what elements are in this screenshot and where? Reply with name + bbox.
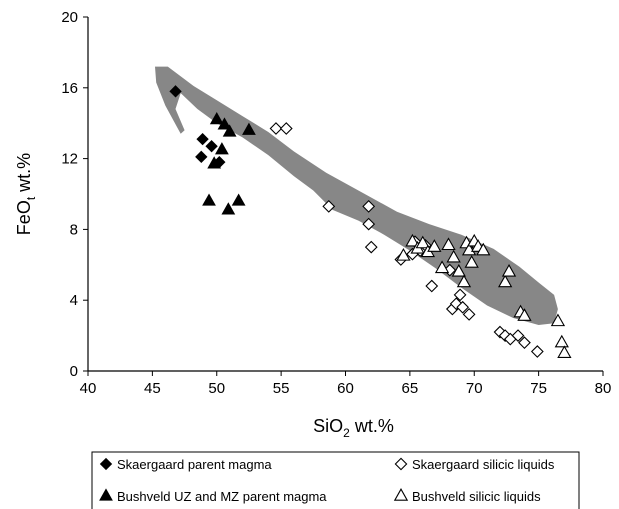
data-point xyxy=(415,235,430,249)
data-point xyxy=(462,307,476,321)
data-point xyxy=(476,242,491,256)
series-filled-triangle xyxy=(202,112,256,215)
legend-marker xyxy=(393,488,409,501)
trend-band xyxy=(155,66,558,325)
legend: Skaergaard parent magma Skaergaard silici… xyxy=(91,451,580,509)
data-point xyxy=(461,242,477,256)
legend-item: Skaergaard silicic liquids xyxy=(394,457,555,472)
legend-label: Skaergaard silicic liquids xyxy=(412,457,555,472)
legend-label: Bushveld UZ and MZ parent magma xyxy=(117,489,327,504)
y-tick-label: 4 xyxy=(70,292,78,309)
data-point xyxy=(434,260,450,274)
data-point xyxy=(222,124,237,137)
legend-item: Skaergaard parent magma xyxy=(99,457,272,472)
data-point xyxy=(554,334,569,348)
series-open-triangle xyxy=(396,233,572,359)
legend-marker xyxy=(394,457,408,471)
x-tick-label: 70 xyxy=(466,380,483,397)
data-point xyxy=(196,132,209,146)
data-point xyxy=(451,263,466,277)
data-point xyxy=(550,313,566,327)
data-point xyxy=(456,274,472,288)
x-tick-label: 40 xyxy=(80,380,97,397)
data-point xyxy=(425,279,439,293)
data-point xyxy=(517,308,532,321)
x-tick-label: 45 xyxy=(144,380,161,397)
y-tick-label: 16 xyxy=(61,80,78,97)
y-tick-label: 0 xyxy=(70,363,78,380)
data-point xyxy=(557,345,572,359)
data-point xyxy=(202,193,216,206)
legend-item: Bushveld UZ and MZ parent magma xyxy=(99,488,327,504)
series-filled-diamond xyxy=(169,85,226,169)
x-tick-label: 60 xyxy=(337,380,354,397)
y-axis-title: FeOt wt.% xyxy=(14,153,38,235)
data-point xyxy=(530,345,544,358)
data-point xyxy=(498,329,512,342)
data-point xyxy=(449,297,463,311)
data-point xyxy=(501,263,517,277)
data-point xyxy=(456,300,470,314)
legend-item: Bushveld silicic liquids xyxy=(393,488,541,504)
data-point xyxy=(464,255,479,268)
data-point xyxy=(405,233,420,247)
legend-marker xyxy=(99,457,113,471)
x-tick-label: 80 xyxy=(595,380,612,397)
axes: 40 45 50 55 60 65 70 75 80 0 4 8 12 16 20 xyxy=(61,9,611,397)
data-point xyxy=(511,329,525,342)
data-point xyxy=(209,112,224,125)
x-tick-label: 55 xyxy=(273,380,290,397)
legend-label: Bushveld silicic liquids xyxy=(412,489,541,504)
legend-box xyxy=(91,451,580,509)
data-point xyxy=(427,239,442,252)
legend-marker xyxy=(99,488,113,501)
x-tick-label: 75 xyxy=(530,380,547,397)
data-point xyxy=(498,274,513,288)
x-tick-label: 65 xyxy=(402,380,419,397)
legend-label: Skaergaard parent magma xyxy=(117,457,272,472)
y-tick-label: 20 xyxy=(61,9,78,26)
data-point xyxy=(269,122,283,135)
data-point xyxy=(221,202,236,215)
data-point xyxy=(205,140,218,153)
x-axis-title: SiO2 wt.% xyxy=(313,416,394,440)
data-point xyxy=(322,200,336,213)
y-tick-label: 12 xyxy=(61,151,78,168)
data-point xyxy=(215,142,229,155)
data-point xyxy=(446,249,461,263)
data-point xyxy=(217,117,232,130)
data-point xyxy=(396,248,411,261)
data-point xyxy=(364,240,378,254)
plot-area xyxy=(155,66,572,359)
x-tick-label: 50 xyxy=(208,380,225,397)
data-point xyxy=(441,237,456,251)
y-tick-label: 8 xyxy=(70,221,78,238)
data-point xyxy=(207,156,222,169)
data-point xyxy=(518,336,531,350)
data-point xyxy=(453,288,467,302)
data-point xyxy=(279,122,293,135)
data-point xyxy=(195,150,208,163)
data-point xyxy=(169,85,182,98)
data-point xyxy=(362,217,376,231)
data-point xyxy=(362,200,376,213)
data-point xyxy=(231,193,246,206)
data-point xyxy=(242,122,256,135)
